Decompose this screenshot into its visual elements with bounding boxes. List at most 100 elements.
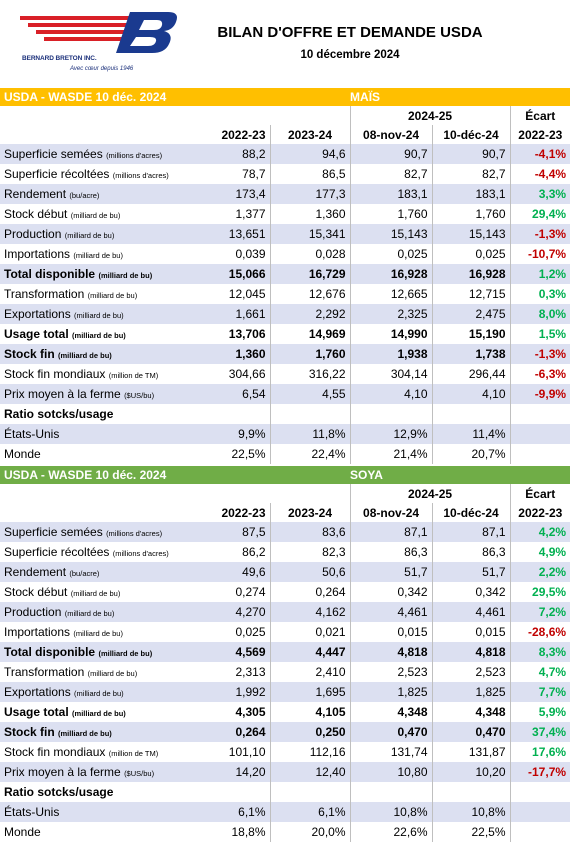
value-cell: 50,6: [269, 562, 351, 582]
column-header: 2022-23: [221, 505, 266, 520]
value-cell: 1,825: [431, 682, 511, 702]
value-cell: 90,7: [431, 144, 511, 164]
ecart-label: Écart: [509, 106, 571, 125]
section-band: USDA - WASDE 10 déc. 2024 SOYA: [0, 466, 571, 484]
value-cell: 13,706: [228, 327, 266, 341]
value-cell: 0,264: [174, 722, 270, 742]
ratio-value: 22,6%: [349, 822, 433, 842]
ratio-value: 22,5%: [231, 447, 266, 461]
ratio-ecart-empty: [509, 424, 571, 444]
value-cell: 51,7: [431, 562, 511, 582]
ecart-cell: 1,5%: [509, 324, 571, 344]
report-header: BERNARD BRETON INC. Avec cœur depuis 194…: [0, 0, 572, 86]
ecart-cell: -4,1%: [509, 144, 571, 164]
ratio-value: 20,0%: [269, 822, 351, 842]
value-cell: 14,969: [269, 324, 351, 344]
value-cell: 173,4: [174, 184, 270, 204]
row-unit: (milliard de bu): [98, 271, 153, 280]
data-row: Exportations (milliard de bu) 1,661 2,292 2…: [0, 304, 571, 324]
ratio-header-spacer: [509, 404, 571, 424]
value-cell: 4,270: [174, 602, 270, 622]
ecart-cell: 1,2%: [509, 264, 571, 284]
row-unit: (bu/acre): [69, 569, 100, 578]
header-spacer: [0, 125, 174, 144]
value-cell: 2,292: [269, 304, 351, 324]
row-unit: (milliard de bu): [58, 729, 112, 738]
value-cell: 15,066: [174, 264, 270, 284]
ratio-value: 6,1%: [174, 802, 270, 822]
column-header: 08-nov-24: [349, 125, 433, 144]
value-cell: 82,3: [269, 542, 351, 562]
value-cell: 6,54: [174, 384, 270, 404]
ratio-row: Monde 22,5% 22,4% 21,4% 20,7%: [0, 444, 571, 464]
value-cell: 83,6: [269, 522, 351, 542]
value-cell: 4,10: [349, 384, 433, 404]
ecart-cell: 3,3%: [509, 184, 571, 204]
value-cell: 15,143: [431, 224, 511, 244]
value-cell: 10,20: [431, 762, 511, 782]
value-cell: 16,928: [349, 264, 433, 284]
value-cell: 4,305: [235, 705, 266, 719]
row-unit: (millions d'acres): [106, 529, 163, 538]
column-header-row: 2022-23 2023-24 08-nov-24 10-déc-24 2022-23: [0, 503, 571, 522]
value-cell: 1,377: [235, 207, 266, 221]
ecart-cell: 4,2%: [509, 522, 571, 542]
section-band: USDA - WASDE 10 déc. 2024 MAÏS: [0, 88, 571, 106]
ratio-header-spacer: [269, 782, 351, 802]
row-label: Stock fin mondiaux (million de TM): [0, 364, 174, 384]
value-cell: 88,2: [174, 144, 270, 164]
value-cell: 0,015: [431, 622, 511, 642]
value-cell: 2,325: [349, 304, 433, 324]
ratio-header-spacer: [174, 782, 270, 802]
ecart-cell: 4,7%: [509, 662, 571, 682]
ecart-cell: -10,7%: [509, 244, 571, 264]
value-cell: 12,40: [269, 762, 351, 782]
value-cell: 304,14: [349, 364, 433, 384]
row-unit: (milliard de bu): [87, 291, 138, 300]
row-label-text: Total disponible: [4, 267, 96, 281]
value-cell: 94,6: [269, 144, 351, 164]
ratio-value: 22,4%: [269, 444, 351, 464]
value-cell: 82,7: [431, 164, 511, 184]
section-name: SOYA: [350, 466, 571, 484]
ratio-value: 18,8%: [231, 825, 266, 839]
value-cell: 0,025: [235, 625, 266, 639]
group-header-row: 2024-25 Écart: [0, 484, 571, 503]
value-cell: 0,025: [349, 244, 433, 264]
ratio-value: 22,5%: [431, 822, 511, 842]
value-cell: 49,6: [174, 562, 270, 582]
value-cell: 0,025: [431, 244, 511, 264]
row-label: Exportations (milliard de bu): [0, 304, 174, 324]
ecart-cell: -1,3%: [509, 344, 571, 364]
row-label-text: Superficie semées: [4, 147, 103, 161]
value-cell: 14,20: [174, 762, 270, 782]
column-header: 2023-24: [269, 125, 351, 144]
row-unit: (millions d'acres): [112, 549, 169, 558]
data-row: Transformation (milliard de bu) 2,313 2,41…: [0, 662, 571, 682]
column-header: 10-déc-24: [431, 503, 511, 522]
row-label-text: Stock fin mondiaux: [4, 745, 106, 759]
value-cell: 4,818: [349, 642, 433, 662]
data-row: Stock fin (milliard de bu) 1,360 1,760 1,93…: [0, 344, 571, 364]
value-cell: 1,360: [269, 204, 351, 224]
value-cell: 112,16: [269, 742, 351, 762]
section-source: USDA - WASDE 10 déc. 2024: [0, 466, 351, 484]
value-cell: 0,342: [349, 582, 433, 602]
value-cell: 14,990: [349, 324, 433, 344]
row-label-text: Importations: [4, 625, 71, 639]
data-row: Exportations (milliard de bu) 1,992 1,695 1…: [0, 682, 571, 702]
value-cell: 183,1: [431, 184, 511, 204]
row-label: Stock fin (milliard de bu): [0, 344, 174, 364]
row-label-text: Exportations: [4, 307, 71, 321]
ratio-value: 11,8%: [269, 424, 351, 444]
ecart-cell: 29,4%: [509, 204, 571, 224]
column-header: 2022-23: [509, 503, 571, 522]
row-label: Superficie récoltées (millions d'acres): [0, 542, 174, 562]
row-unit: (milliard de bu): [98, 649, 153, 658]
ecart-cell: -6,3%: [509, 364, 571, 384]
value-cell: 0,039: [235, 247, 266, 261]
row-label-text: Transformation: [4, 665, 85, 679]
row-label: Usage total (milliard de bu): [0, 324, 174, 344]
row-label: Superficie semées (millions d'acres): [0, 144, 174, 164]
ecart-cell: 29,5%: [509, 582, 571, 602]
